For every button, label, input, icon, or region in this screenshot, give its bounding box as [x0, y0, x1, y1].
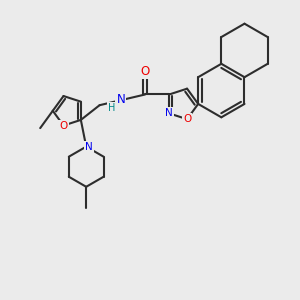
Text: H: H	[108, 103, 116, 113]
Text: O: O	[183, 114, 191, 124]
Text: N: N	[85, 142, 93, 152]
Text: O: O	[140, 65, 150, 78]
Text: N: N	[116, 93, 125, 106]
Text: O: O	[59, 121, 68, 130]
Text: N: N	[165, 108, 173, 118]
